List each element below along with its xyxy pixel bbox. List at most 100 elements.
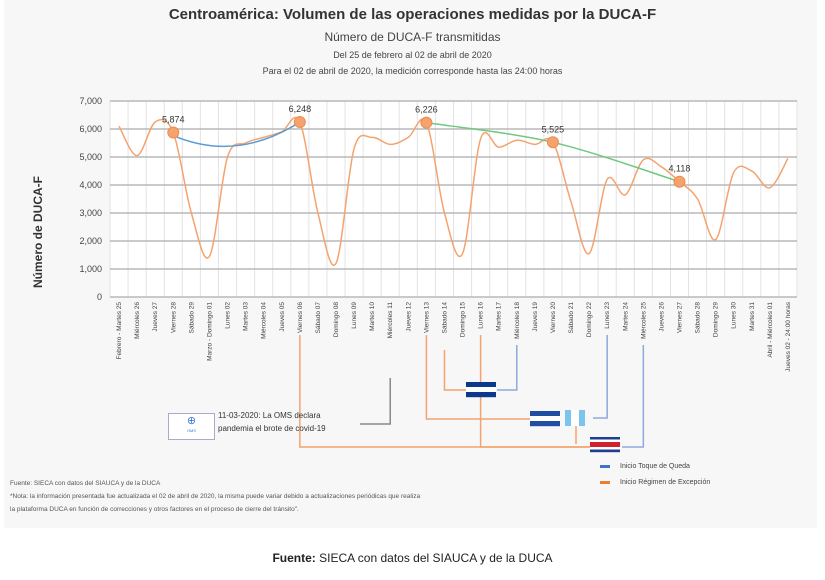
x-tick-label: Jueves 19 bbox=[532, 302, 539, 332]
data-label: 5,874 bbox=[162, 115, 185, 125]
honduras-flag-icon bbox=[466, 387, 496, 393]
highlight-marker bbox=[420, 116, 433, 129]
highlight-marker bbox=[167, 126, 180, 139]
x-tick-label: Marzo - Domingo 01 bbox=[206, 302, 213, 361]
caption-text: SIECA con datos del SIAUCA y de la DUCA bbox=[315, 551, 553, 565]
x-tick-label: Miércoles 04 bbox=[261, 302, 268, 339]
guatemala-flag-icon bbox=[571, 410, 579, 426]
x-tick-label: Martes 31 bbox=[749, 302, 756, 331]
costa-rica-flag-icon bbox=[590, 449, 620, 453]
costa-rica-flag-icon bbox=[590, 442, 620, 445]
honduras-flag-icon bbox=[466, 382, 496, 388]
y-tick-label: 1,000 bbox=[79, 264, 102, 274]
x-tick-label: Viernes 28 bbox=[170, 302, 177, 333]
data-label: 6,248 bbox=[289, 104, 312, 114]
x-tick-label: Sábado 14 bbox=[441, 302, 448, 334]
x-tick-label: Lunes 16 bbox=[478, 302, 485, 329]
legend-swatch-orange bbox=[600, 480, 610, 484]
y-tick-label: 7,000 bbox=[79, 96, 102, 106]
legend-item-regimen-excepcion: Inicio Régimen de Excepción bbox=[600, 479, 710, 486]
annotation-leader-line bbox=[443, 350, 466, 391]
honduras-flag-icon bbox=[466, 392, 496, 398]
who-logo-icon: ⊕ OMS bbox=[168, 413, 215, 440]
data-label: 6,226 bbox=[415, 105, 438, 115]
x-tick-label: Viernes 27 bbox=[676, 302, 683, 333]
footnote-note-2: la plataforma DUCA en función de correcc… bbox=[10, 506, 299, 513]
guatemala-flag-icon bbox=[579, 410, 585, 426]
date-range-note: Del 25 de febrero al 02 de abril de 2020 bbox=[333, 50, 492, 60]
source-caption: Fuente: SIECA con datos del SIAUCA y de … bbox=[0, 551, 825, 565]
x-tick-label: Lunes 30 bbox=[731, 302, 738, 329]
x-tick-label: Viernes 20 bbox=[550, 302, 557, 333]
highlight-marker bbox=[293, 116, 306, 129]
x-tick-label: Domingo 29 bbox=[713, 302, 720, 337]
x-tick-label: Jueves 02 - 24:00 horas bbox=[785, 301, 792, 371]
legend-label: Inicio Toque de Queda bbox=[620, 463, 690, 470]
annotation-leader-line bbox=[622, 345, 645, 448]
x-tick-label: Domingo 08 bbox=[333, 302, 340, 337]
x-tick-label: Sábado 07 bbox=[315, 302, 322, 334]
y-tick-label: 5,000 bbox=[79, 152, 102, 162]
data-label: 5,525 bbox=[542, 124, 565, 134]
x-tick-label: Sábado 21 bbox=[568, 302, 575, 334]
x-tick-label: Martes 10 bbox=[369, 302, 376, 331]
measurement-note: Para el 02 de abril de 2020, la medición… bbox=[262, 66, 563, 76]
el-salvador-flag-icon bbox=[530, 411, 560, 417]
legend-swatch-blue bbox=[600, 464, 610, 468]
who-annotation-line2: pandemia el brote de covid-19 bbox=[218, 424, 326, 433]
x-tick-label: Martes 17 bbox=[496, 302, 503, 331]
legend-item-toque-de-queda: Inicio Toque de Queda bbox=[600, 463, 690, 470]
x-tick-label: Miércoles 26 bbox=[134, 302, 141, 339]
who-annotation: 11-03-2020: La OMS declara pandemia el b… bbox=[218, 409, 378, 435]
data-label: 4,118 bbox=[669, 164, 691, 174]
highlight-marker bbox=[546, 136, 559, 149]
annotation-leader-line bbox=[360, 378, 391, 425]
el-salvador-flag-icon bbox=[530, 421, 560, 427]
y-tick-label: 4,000 bbox=[79, 180, 102, 190]
x-tick-label: Sábado 28 bbox=[695, 302, 702, 334]
footnote-note-1: *Nota: la información presentada fue act… bbox=[10, 493, 421, 500]
x-tick-label: Abril - Miércoles 01 bbox=[767, 302, 774, 358]
footnote-source: Fuente: SIECA con datos del SIAUCA y de … bbox=[10, 480, 161, 487]
y-tick-label: 0 bbox=[97, 292, 102, 302]
trendline bbox=[172, 121, 301, 148]
annotation-leader-line bbox=[593, 335, 608, 419]
x-tick-label: Martes 24 bbox=[622, 302, 629, 331]
chart-subtitle: Número de DUCA-F transmitidas bbox=[324, 30, 501, 44]
x-tick-label: Domingo 15 bbox=[460, 302, 467, 337]
guatemala-flag-icon bbox=[565, 410, 571, 426]
x-tick-label: Jueves 05 bbox=[279, 302, 286, 332]
costa-rica-flag-icon bbox=[590, 437, 620, 440]
x-tick-label: Jueves 12 bbox=[405, 302, 412, 332]
x-tick-label: Sábado 29 bbox=[188, 302, 195, 334]
highlight-marker bbox=[673, 175, 686, 188]
x-tick-label: Jueves 27 bbox=[152, 302, 159, 332]
x-tick-label: Lunes 09 bbox=[351, 302, 358, 329]
y-tick-label: 2,000 bbox=[79, 236, 102, 246]
x-tick-label: Febrero - Martes 25 bbox=[116, 302, 123, 360]
costa-rica-flag-icon bbox=[590, 447, 620, 450]
legend-label: Inicio Régimen de Excepción bbox=[620, 479, 711, 486]
x-tick-label: Lunes 23 bbox=[604, 302, 611, 329]
annotation-leader-line bbox=[425, 335, 530, 420]
y-tick-label: 6,000 bbox=[79, 124, 102, 134]
x-tick-label: Viernes 06 bbox=[297, 302, 304, 333]
costa-rica-flag-icon bbox=[590, 439, 620, 443]
costa-rica-flag-icon bbox=[590, 444, 620, 448]
x-tick-label: Miércoles 18 bbox=[514, 302, 521, 339]
annotation-leader-line bbox=[497, 345, 518, 391]
who-annotation-line1: 11-03-2020: La OMS declara bbox=[218, 411, 321, 420]
caption-label: Fuente: bbox=[272, 551, 316, 565]
x-tick-label: Martes 03 bbox=[243, 302, 250, 331]
x-tick-label: Jueves 26 bbox=[658, 302, 665, 332]
x-tick-label: Miércoles 11 bbox=[387, 302, 394, 339]
x-tick-label: Lunes 02 bbox=[225, 302, 232, 329]
x-tick-label: Viernes 13 bbox=[423, 302, 430, 333]
el-salvador-flag-icon bbox=[530, 416, 560, 422]
x-tick-label: Miércoles 25 bbox=[640, 302, 647, 339]
y-tick-label: 3,000 bbox=[79, 208, 102, 218]
chart-title: Centroamérica: Volumen de las operacione… bbox=[168, 6, 657, 23]
annotation-leader-line bbox=[479, 335, 590, 448]
